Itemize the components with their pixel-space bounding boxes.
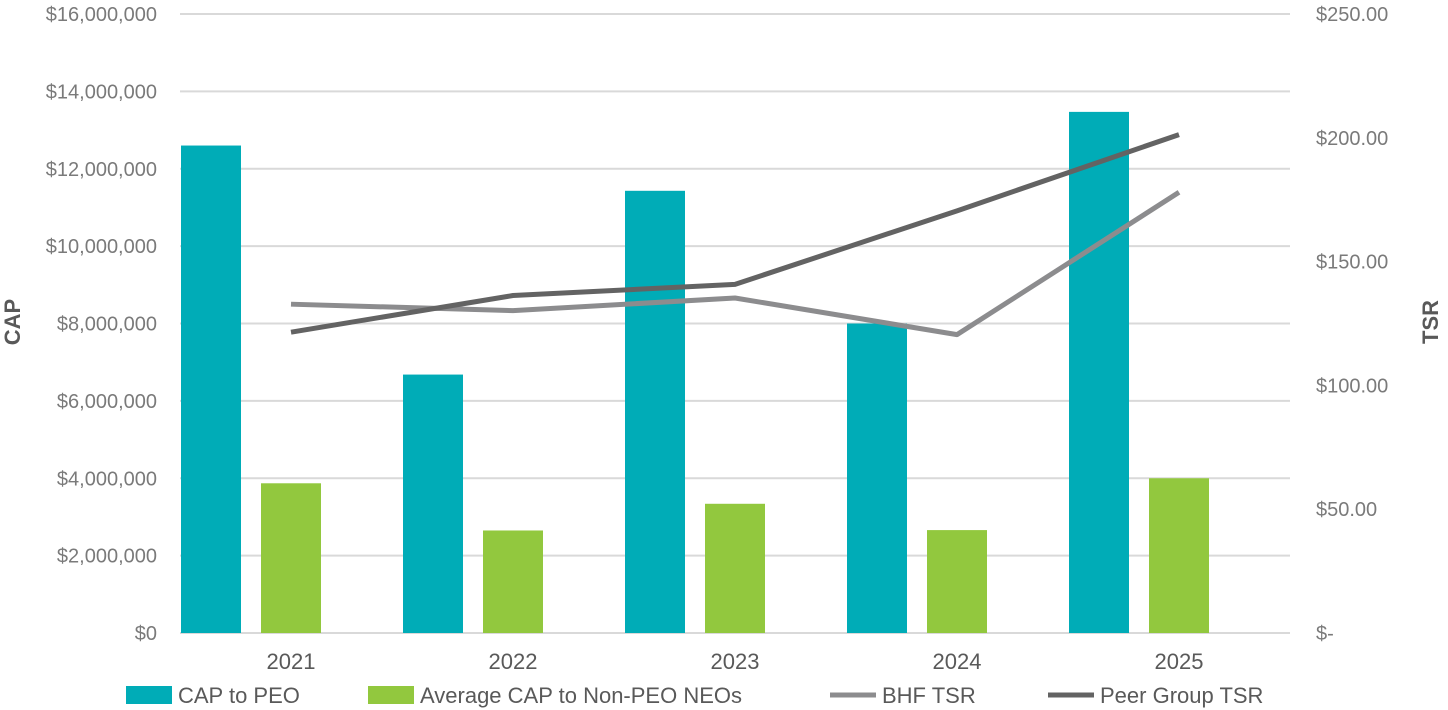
category-labels: 2021 2022 2023 2024 2025 <box>267 649 1204 674</box>
bar-cap-to-peo-2024 <box>847 323 907 633</box>
left-tick-label: $10,000,000 <box>46 236 157 258</box>
left-tick-label: $4,000,000 <box>57 468 157 490</box>
legend-label: Peer Group TSR <box>1100 683 1263 708</box>
left-tick-label: $2,000,000 <box>57 546 157 568</box>
category-label: 2022 <box>489 649 538 674</box>
category-label: 2021 <box>267 649 316 674</box>
bar-cap-to-peo-2025 <box>1069 111 1129 633</box>
left-tick-label: $12,000,000 <box>46 159 157 181</box>
legend-label: CAP to PEO <box>178 683 300 708</box>
legend-label: Average CAP to Non-PEO NEOs <box>420 683 742 708</box>
left-axis-title: CAP <box>0 299 25 345</box>
left-tick-label: $8,000,000 <box>57 314 157 336</box>
bar-average-cap-to-non-peo-neos-2024 <box>927 530 987 633</box>
category-label: 2023 <box>711 649 760 674</box>
legend-swatch <box>368 686 414 704</box>
left-tick-label: $14,000,000 <box>46 81 157 103</box>
line-peer-group-tsr <box>290 132 1180 335</box>
right-tick-label: $200.00 <box>1316 128 1388 150</box>
right-tick-label: $150.00 <box>1316 252 1388 274</box>
right-tick-label: $- <box>1316 623 1334 645</box>
right-tick-label: $100.00 <box>1316 375 1388 397</box>
bar-cap-to-peo-2021 <box>181 145 241 633</box>
bar-average-cap-to-non-peo-neos-2022 <box>483 530 543 633</box>
right-tick-label: $250.00 <box>1316 4 1388 26</box>
bar-average-cap-to-non-peo-neos-2021 <box>261 483 321 633</box>
right-axis-ticks: $- $50.00 $100.00 $150.00 $200.00 $250.00 <box>1316 4 1388 645</box>
gridlines <box>180 13 1290 634</box>
right-axis-title: TSR <box>1418 300 1443 344</box>
right-tick-label: $50.00 <box>1316 499 1377 521</box>
left-axis-ticks: $0 $2,000,000 $4,000,000 $6,000,000 $8,000,0… <box>46 4 157 645</box>
bar-average-cap-to-non-peo-neos-2025 <box>1149 478 1209 633</box>
left-tick-label: $0 <box>135 623 157 645</box>
bar-cap-to-peo-2022 <box>403 374 463 633</box>
legend-swatch <box>126 686 172 704</box>
tsr-lines <box>290 132 1181 338</box>
category-label: 2025 <box>1155 649 1204 674</box>
bar-average-cap-to-non-peo-neos-2023 <box>705 503 765 633</box>
bars <box>181 111 1209 633</box>
legend: CAP to PEO Average CAP to Non-PEO NEOs BHF… <box>126 683 1263 708</box>
legend-label: BHF TSR <box>882 683 976 708</box>
left-tick-label: $6,000,000 <box>57 391 157 413</box>
line-bhf-tsr <box>290 190 1181 338</box>
category-label: 2024 <box>933 649 982 674</box>
left-tick-label: $16,000,000 <box>46 4 157 26</box>
bar-cap-to-peo-2023 <box>625 190 685 633</box>
